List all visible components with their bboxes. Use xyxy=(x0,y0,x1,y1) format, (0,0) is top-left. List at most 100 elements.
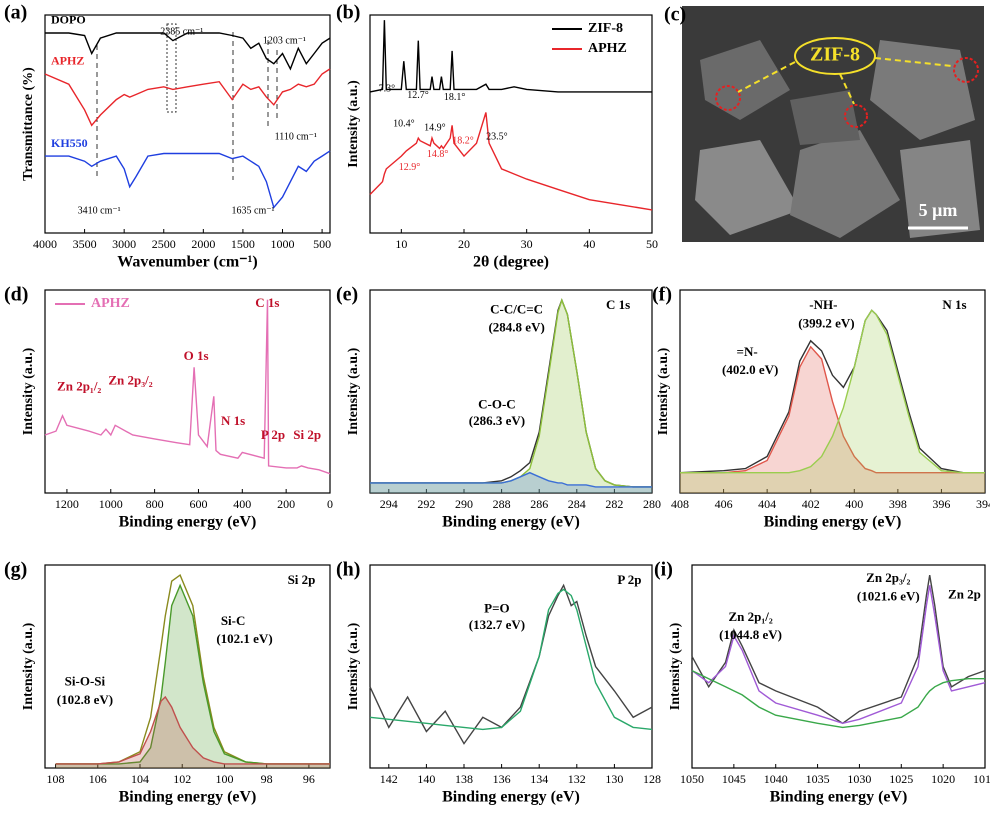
x-tick-label: 398 xyxy=(889,497,907,511)
legend-label: APHZ xyxy=(91,296,130,311)
x-tick-label: 106 xyxy=(89,772,107,786)
plot-frame xyxy=(369,14,653,234)
y-axis-label: Intensity (a.u.) xyxy=(21,347,36,435)
x-tick-label: 140 xyxy=(417,772,435,786)
x-axis-label: Binding energy (eV) xyxy=(119,514,257,531)
series-line xyxy=(55,583,330,765)
annotation: 12.9° xyxy=(399,162,421,173)
annotation: C-O-C xyxy=(478,397,516,412)
x-tick-label: 1020 xyxy=(931,772,955,786)
annotation: P=O xyxy=(484,601,509,616)
annotation: 7.3° xyxy=(379,83,396,94)
x-axis-label: Binding energy (eV) xyxy=(119,789,257,806)
x-tick-label: 1030 xyxy=(847,772,871,786)
x-tick-label: 400 xyxy=(233,497,251,511)
annotation: N 1s xyxy=(221,413,245,428)
peak-area xyxy=(370,472,652,493)
annotation: (1044.8 eV) xyxy=(719,627,782,642)
annotation: Si 2p xyxy=(293,427,321,442)
series-line xyxy=(680,309,985,474)
series-line xyxy=(55,695,330,765)
panel-label: (e) xyxy=(336,284,358,306)
annotation: 14.8° xyxy=(427,149,449,160)
x-tick-label: 108 xyxy=(47,772,65,786)
plot-frame xyxy=(369,564,653,769)
series-label: KH550 xyxy=(51,136,88,150)
annotation: 14.9° xyxy=(424,123,446,134)
x-tick-label: 0 xyxy=(327,497,333,511)
x-tick-label: 128 xyxy=(643,772,661,786)
x-tick-label: 2500 xyxy=(152,237,176,251)
x-tick-label: 1050 xyxy=(680,772,704,786)
series-line xyxy=(369,20,652,93)
panel-label: (a) xyxy=(4,2,27,24)
x-tick-label: 288 xyxy=(493,497,511,511)
annotation: Zn 2p₁/₂ xyxy=(57,378,101,393)
series-line xyxy=(45,32,331,71)
annotation: Si 2p xyxy=(288,572,316,587)
annotation: (286.3 eV) xyxy=(469,413,525,428)
x-tick-label: 134 xyxy=(530,772,548,786)
x-tick-label: 2000 xyxy=(191,237,215,251)
peak-area xyxy=(55,585,331,768)
plot-frame xyxy=(691,564,986,769)
x-tick-label: 3500 xyxy=(73,237,97,251)
y-axis-label: Intensity (a.u.) xyxy=(346,347,361,435)
series-line xyxy=(369,588,653,731)
y-axis-label: Intensity (a.u.) xyxy=(346,622,361,710)
x-tick-label: 1040 xyxy=(764,772,788,786)
x-tick-label: 130 xyxy=(605,772,623,786)
x-axis-label: 2θ (degree) xyxy=(473,254,549,271)
annotation: 12.7° xyxy=(407,90,429,101)
x-tick-label: 404 xyxy=(758,497,776,511)
annotation: 1635 cm⁻¹ xyxy=(232,205,275,216)
annotation: Zn 2p₁/₂ xyxy=(728,609,772,624)
annotation: 23.5° xyxy=(486,131,508,142)
annotation: (102.8 eV) xyxy=(57,692,113,707)
y-axis-label: Intensity (a.u.) xyxy=(656,347,671,435)
plot-frame xyxy=(44,14,331,234)
x-axis-label: Wavenumber (cm⁻¹) xyxy=(117,254,257,271)
x-tick-label: 290 xyxy=(455,497,473,511)
x-tick-label: 10 xyxy=(395,237,407,251)
annotation: Zn 2p xyxy=(948,586,981,601)
annotation: (1021.6 eV) xyxy=(857,588,920,603)
x-tick-label: 284 xyxy=(568,497,586,511)
peak-area xyxy=(55,697,331,768)
annotation: Zn 2p₃/₂ xyxy=(108,372,152,387)
x-tick-label: 1000 xyxy=(271,237,295,251)
x-tick-label: 104 xyxy=(131,772,149,786)
annotation: =N- xyxy=(737,344,758,359)
panel-label: (i) xyxy=(654,559,673,581)
series-line xyxy=(44,299,331,475)
scale-bar-label: 5 μm xyxy=(919,200,958,220)
x-tick-label: 1500 xyxy=(231,237,255,251)
x-axis-label: Binding energy (eV) xyxy=(442,789,580,806)
annotation: Si-C xyxy=(221,613,246,628)
series-line xyxy=(369,112,653,211)
x-tick-label: 1035 xyxy=(806,772,830,786)
sem-image: ZIF-8 5 μm (c) xyxy=(664,4,984,242)
annotation: -NH- xyxy=(809,297,837,312)
y-axis-label: Transmittance (%) xyxy=(21,67,36,181)
annotation: 1110 cm⁻¹ xyxy=(275,131,317,142)
annotation: 18.1° xyxy=(444,92,466,103)
legend-label: ZIF-8 xyxy=(588,21,623,36)
x-axis-label: Binding energy (eV) xyxy=(770,789,908,806)
x-tick-label: 200 xyxy=(277,497,295,511)
annotation: Si-O-Si xyxy=(65,674,106,689)
x-tick-label: 800 xyxy=(146,497,164,511)
annotation: C 1s xyxy=(255,295,279,310)
plot-frame xyxy=(44,289,331,494)
annotation: 3410 cm⁻¹ xyxy=(78,205,121,216)
x-tick-label: 98 xyxy=(261,772,273,786)
annotation: (132.7 eV) xyxy=(469,617,525,632)
annotation: (284.8 eV) xyxy=(488,320,544,335)
x-tick-label: 292 xyxy=(417,497,435,511)
x-tick-label: 400 xyxy=(845,497,863,511)
annotation: P 2p xyxy=(617,572,641,587)
x-tick-label: 4000 xyxy=(33,237,57,251)
panel-label: (g) xyxy=(4,559,27,581)
annotation: C 1s xyxy=(606,297,630,312)
